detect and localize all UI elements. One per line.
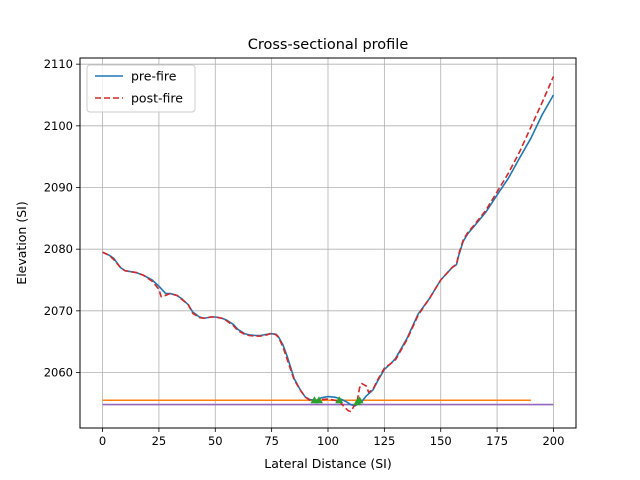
- markers: [310, 396, 364, 406]
- x-tick-label: 50: [208, 434, 223, 448]
- x-tick-label: 125: [373, 434, 395, 448]
- chart-title: Cross-sectional profile: [248, 37, 409, 53]
- grid: [80, 58, 576, 428]
- x-tick-label: 150: [430, 434, 452, 448]
- y-tick-label: 2070: [44, 304, 73, 318]
- data-marker: [355, 396, 364, 404]
- y-tick-label: 2100: [44, 119, 73, 133]
- y-axis: 2060 2070 2080 2090 2100 2110: [44, 57, 80, 380]
- x-tick-label: 175: [486, 434, 508, 448]
- x-tick-label: 0: [99, 434, 106, 448]
- y-tick-label: 2080: [44, 242, 73, 256]
- x-tick-label: 75: [264, 434, 279, 448]
- plot-lines: [102, 76, 555, 413]
- x-axis: 0 25 50 75 100 125 150 175 200: [99, 428, 564, 448]
- data-marker: [314, 396, 323, 404]
- x-tick-label: 25: [152, 434, 167, 448]
- x-tick-label: 200: [542, 434, 564, 448]
- legend-label-pre-fire: pre-fire: [131, 69, 177, 84]
- legend-label-post-fire: post-fire: [131, 91, 183, 106]
- y-axis-label: Elevation (SI): [14, 201, 29, 284]
- series-line-1: [102, 76, 555, 413]
- y-tick-label: 2060: [44, 366, 73, 380]
- x-tick-label: 100: [317, 434, 339, 448]
- y-tick-label: 2090: [44, 181, 73, 195]
- data-marker: [335, 396, 344, 404]
- legend: pre-fire post-fire: [86, 64, 196, 113]
- y-tick-label: 2110: [44, 57, 73, 71]
- x-axis-label: Lateral Distance (SI): [264, 456, 391, 471]
